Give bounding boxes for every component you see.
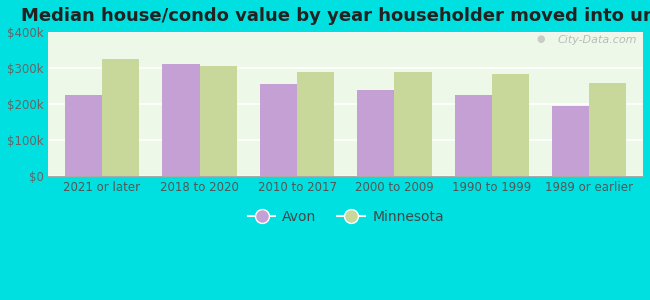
Bar <box>358 90 395 176</box>
Bar <box>590 83 627 176</box>
Text: ●: ● <box>536 34 545 44</box>
Bar <box>552 106 590 176</box>
Bar <box>455 95 492 176</box>
Bar <box>395 72 432 176</box>
Title: Median house/condo value by year householder moved into unit: Median house/condo value by year househo… <box>21 7 650 25</box>
Bar <box>297 72 334 176</box>
Bar <box>492 74 529 176</box>
Bar <box>260 84 297 176</box>
Legend: Avon, Minnesota: Avon, Minnesota <box>242 204 449 230</box>
Bar <box>65 95 102 176</box>
Bar <box>200 66 237 176</box>
Bar <box>102 59 139 176</box>
Text: City-Data.com: City-Data.com <box>558 35 637 45</box>
Bar <box>162 64 200 176</box>
